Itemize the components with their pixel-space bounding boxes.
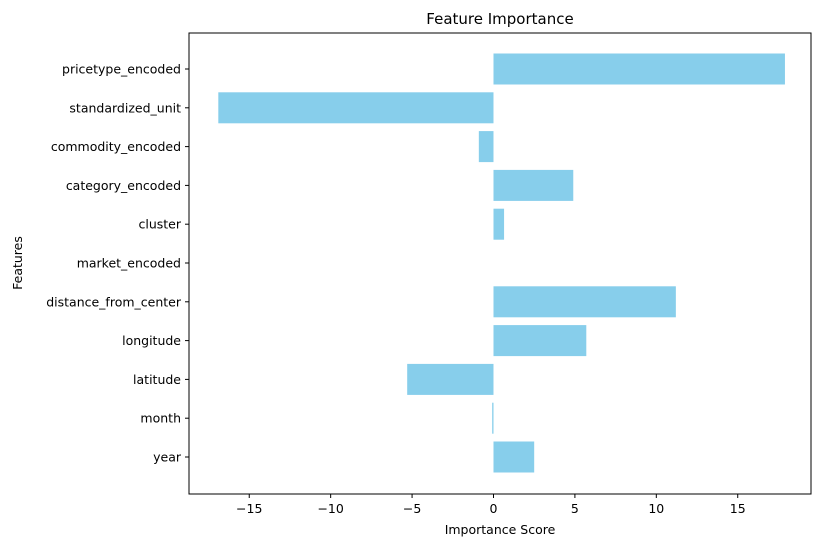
bar-year	[493, 441, 535, 473]
y-tick-label: distance_from_center	[46, 294, 182, 309]
x-tick-label: 0	[490, 501, 498, 516]
x-tick-label: 15	[730, 501, 746, 516]
bar-longitude	[493, 325, 587, 357]
y-tick-label: commodity_encoded	[51, 139, 181, 154]
bars-layer	[218, 53, 785, 473]
y-tick-label: year	[153, 450, 182, 465]
y-axis-title: Features	[10, 236, 25, 290]
x-tick-label: 10	[648, 501, 664, 516]
x-ticks-layer: −15 −10 −5 0 5 10 15	[236, 494, 746, 516]
x-tick-label: −10	[317, 501, 343, 516]
y-tick-label: standardized_unit	[69, 100, 181, 115]
y-tick-label: month	[140, 411, 181, 426]
x-tick-label: 5	[571, 501, 579, 516]
bar-standardized-unit	[218, 92, 494, 124]
y-tick-label: cluster	[138, 217, 181, 232]
y-tick-label: latitude	[133, 372, 181, 387]
bar-latitude	[407, 363, 494, 395]
bar-distance-from-center	[493, 286, 676, 318]
y-tick-label: market_encoded	[77, 256, 181, 271]
y-tick-label: category_encoded	[66, 178, 181, 193]
y-tick-label: longitude	[122, 333, 181, 348]
y-tick-label: pricetype_encoded	[62, 62, 181, 77]
bar-month	[492, 402, 494, 434]
x-tick-label: −5	[403, 501, 421, 516]
x-axis-title: Importance Score	[445, 522, 556, 537]
bar-category-encoded	[493, 169, 574, 201]
y-ticks-layer: pricetype_encoded standardized_unitcommod…	[46, 62, 189, 465]
bar-cluster	[493, 208, 505, 240]
chart-title: Feature Importance	[426, 10, 573, 28]
bar-pricetype-encoded	[493, 53, 785, 85]
bar-commodity-encoded	[478, 131, 494, 163]
x-tick-label: −15	[236, 501, 262, 516]
